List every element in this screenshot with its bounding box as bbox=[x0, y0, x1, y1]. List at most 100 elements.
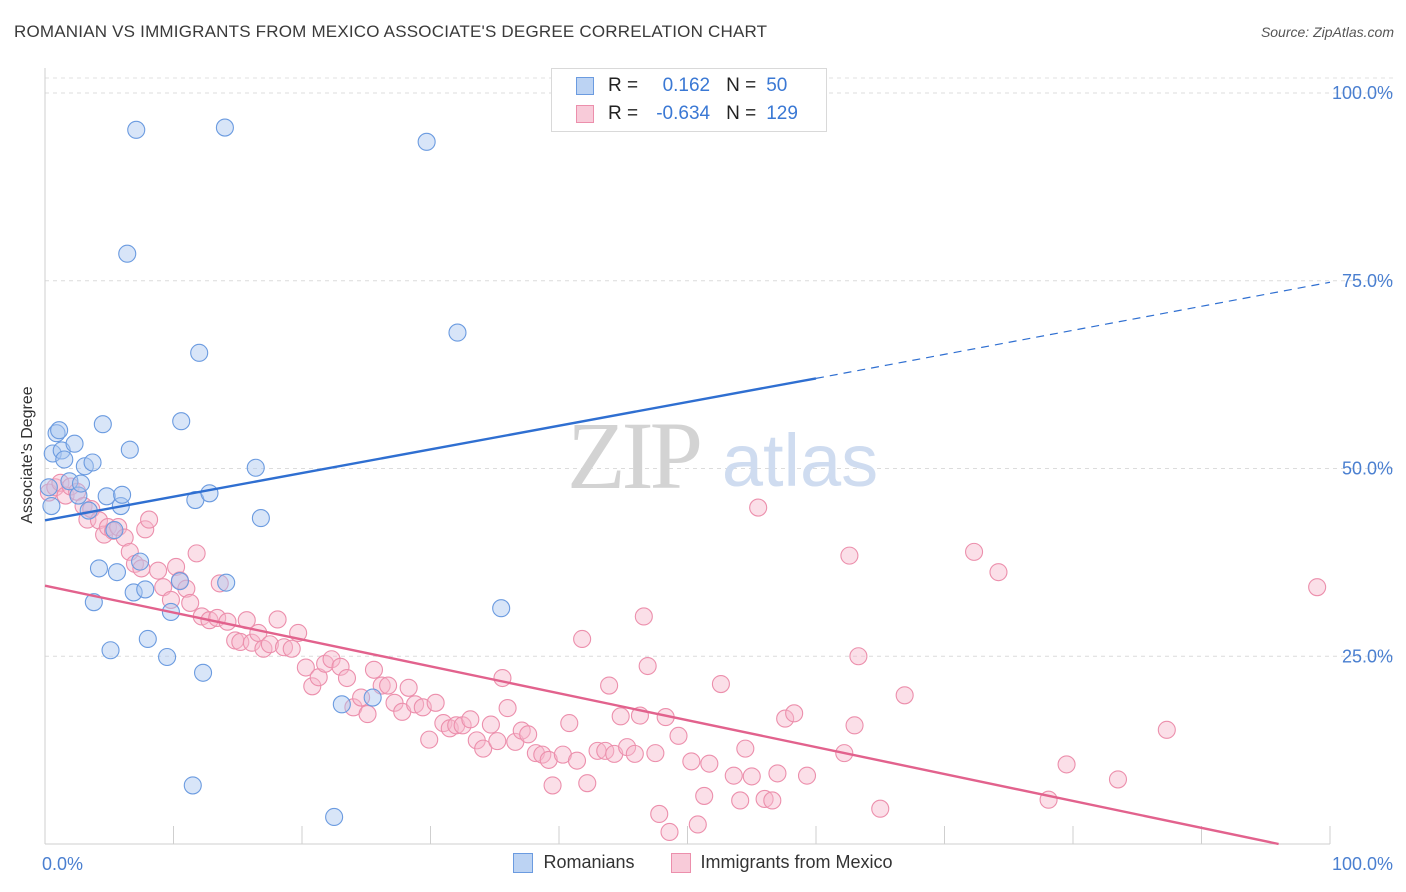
data-point-mexico bbox=[871, 799, 890, 818]
data-point-romanian bbox=[251, 509, 270, 528]
data-point-mexico bbox=[498, 699, 517, 718]
data-point-mexico bbox=[282, 639, 301, 658]
data-point-mexico bbox=[736, 739, 755, 758]
data-point-romanian bbox=[170, 572, 189, 591]
data-point-romanian bbox=[194, 663, 213, 682]
legend-swatch-romanians bbox=[513, 852, 534, 873]
legend-n-value: 50 bbox=[766, 75, 788, 96]
data-point-romanian bbox=[47, 424, 66, 443]
data-point-romanian bbox=[200, 484, 219, 503]
data-point-mexico bbox=[763, 791, 782, 810]
data-point-mexico bbox=[776, 709, 795, 728]
data-point-mexico bbox=[618, 738, 637, 757]
data-point-mexico bbox=[420, 730, 439, 749]
data-point-mexico bbox=[578, 774, 597, 793]
x-tick-label: 0.0% bbox=[42, 854, 83, 874]
data-point-romanian bbox=[136, 580, 155, 599]
watermark-atlas: atlas bbox=[722, 419, 878, 502]
data-point-mexico bbox=[965, 542, 984, 561]
data-point-mexico bbox=[742, 767, 761, 786]
data-point-mexico bbox=[136, 520, 155, 539]
data-point-romanian bbox=[107, 563, 127, 582]
data-point-romanian bbox=[127, 120, 146, 139]
data-point-romanian bbox=[492, 599, 511, 618]
data-point-mexico bbox=[303, 677, 322, 696]
y-tick-label: 100.0% bbox=[1332, 83, 1393, 103]
data-point-mexico bbox=[1157, 720, 1176, 739]
data-point-mexico bbox=[731, 791, 750, 810]
legend-item-romanians: Romanians bbox=[513, 852, 635, 873]
data-point-romanian bbox=[101, 641, 120, 660]
y-tick-label: 75.0% bbox=[1342, 271, 1393, 291]
data-point-mexico bbox=[268, 610, 287, 629]
data-point-romanian bbox=[190, 343, 209, 362]
data-point-mexico bbox=[840, 546, 859, 565]
data-point-mexico bbox=[768, 764, 787, 783]
legend-r-value: -0.634 bbox=[656, 103, 711, 124]
data-point-mexico bbox=[797, 766, 817, 785]
data-point-mexico bbox=[669, 726, 688, 745]
axes bbox=[44, 68, 1331, 845]
data-point-romanian bbox=[120, 440, 139, 459]
data-point-romanian bbox=[325, 807, 344, 827]
data-point-romanian bbox=[417, 132, 436, 151]
data-point-mexico bbox=[895, 686, 914, 705]
data-point-mexico bbox=[181, 593, 200, 612]
data-point-mexico bbox=[493, 668, 512, 688]
data-point-mexico bbox=[1057, 755, 1076, 774]
data-point-mexico bbox=[845, 716, 864, 735]
data-point-romanian bbox=[217, 573, 236, 592]
data-point-romanian bbox=[97, 487, 116, 506]
legend-n-value: 129 bbox=[766, 103, 798, 124]
data-point-romanian bbox=[215, 118, 234, 137]
data-point-romanian bbox=[131, 552, 150, 571]
data-point-romanian bbox=[158, 647, 177, 667]
data-point-mexico bbox=[210, 574, 229, 593]
data-point-mexico bbox=[989, 563, 1008, 582]
data-point-romanian bbox=[55, 450, 74, 469]
legend-n-label: N = bbox=[726, 103, 757, 124]
legend-label-romanians: Romanians bbox=[543, 852, 635, 872]
data-point-mexico bbox=[543, 776, 562, 795]
data-point-mexico bbox=[488, 732, 507, 751]
source-label: Source: ZipAtlas.com bbox=[1260, 24, 1394, 40]
data-point-romanian bbox=[118, 244, 137, 263]
data-point-mexico bbox=[242, 633, 261, 652]
data-point-romanian bbox=[183, 776, 202, 795]
data-point-mexico bbox=[260, 635, 279, 654]
trend-lines bbox=[44, 281, 1331, 846]
legend-row-mexico: R = -0.634 N = 129 bbox=[576, 101, 798, 127]
data-point-mexico bbox=[56, 486, 75, 505]
trend-line-mexico bbox=[44, 584, 1279, 846]
data-point-mexico bbox=[461, 710, 480, 729]
data-point-mexico bbox=[426, 693, 445, 712]
legend-r-value: 0.162 bbox=[662, 75, 711, 96]
data-point-mexico bbox=[646, 744, 665, 763]
data-point-mexico bbox=[115, 528, 134, 547]
legend-r-label: R = bbox=[608, 103, 639, 124]
legend-swatch-romanians bbox=[576, 77, 594, 95]
data-point-mexico bbox=[660, 822, 679, 842]
data-point-mexico bbox=[682, 752, 701, 771]
data-point-mexico bbox=[711, 674, 730, 694]
data-point-romanian bbox=[89, 559, 109, 578]
grid-lines bbox=[45, 77, 1395, 657]
data-point-mexico bbox=[755, 789, 774, 808]
data-point-mexico bbox=[296, 658, 315, 677]
data-point-romanian bbox=[332, 695, 351, 714]
series-mexico-points bbox=[39, 473, 1327, 842]
series-legend: Romanians Immigrants from Mexico bbox=[0, 852, 1406, 873]
legend-label-mexico: Immigrants from Mexico bbox=[700, 852, 893, 872]
data-point-romanian bbox=[172, 412, 191, 431]
data-point-mexico bbox=[274, 638, 294, 657]
data-point-mexico bbox=[337, 668, 357, 688]
x-tick-label: 100.0% bbox=[1332, 854, 1393, 874]
data-point-mexico bbox=[149, 561, 168, 580]
data-point-mexico bbox=[372, 676, 391, 695]
data-point-mexico bbox=[688, 815, 707, 834]
data-point-romanian bbox=[363, 688, 382, 707]
trend-line-romanians-extension bbox=[815, 281, 1331, 379]
y-tick-label: 50.0% bbox=[1342, 459, 1393, 479]
y-tick-label: 25.0% bbox=[1342, 646, 1393, 666]
legend-r-label: R = bbox=[608, 75, 639, 96]
